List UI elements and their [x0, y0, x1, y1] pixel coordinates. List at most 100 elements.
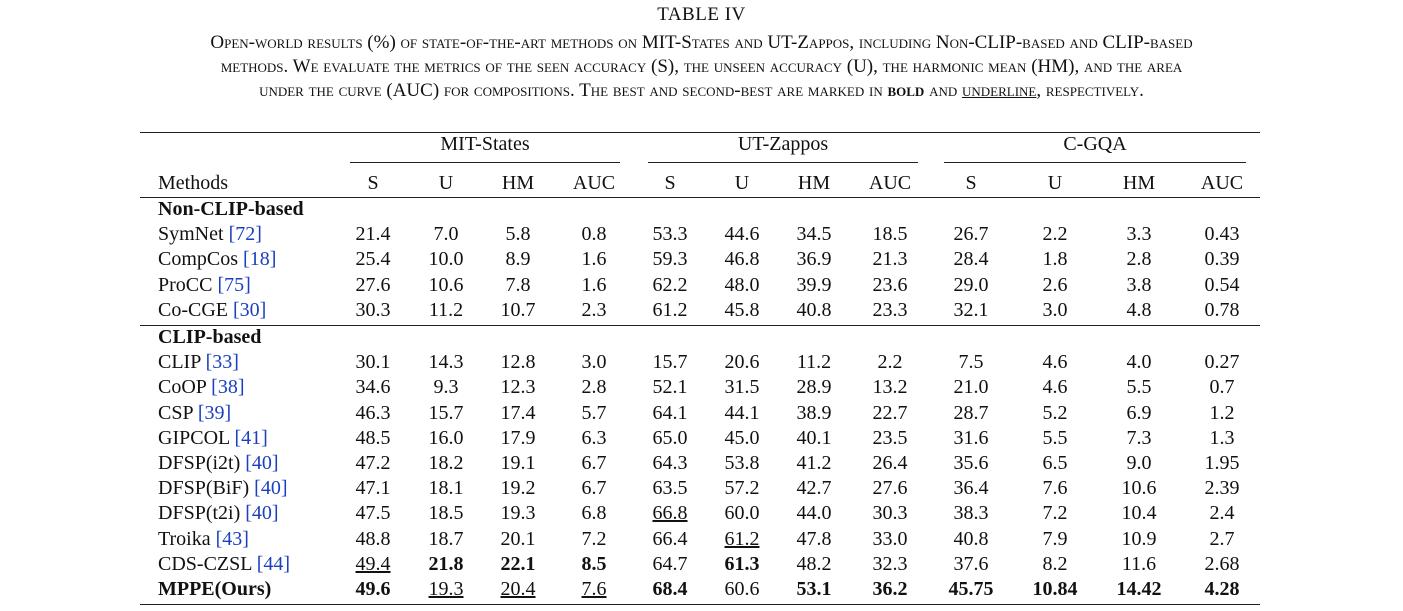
table-cell: 6.8 [581, 502, 607, 525]
citation-link[interactable]: [75] [217, 273, 251, 296]
caption-underline-word: underline [961, 80, 1037, 101]
citation-link[interactable]: [72] [228, 223, 262, 246]
table-label: TABLE IV [657, 4, 746, 25]
citation-link[interactable]: [30] [233, 298, 267, 321]
table-cell: 12.8 [500, 351, 536, 374]
method-name: DFSP(t2i) [40] [158, 502, 279, 525]
table-cell: 4.6 [1042, 351, 1068, 374]
table-cell: 21.8 [428, 552, 464, 575]
table-cell: 2.68 [1204, 552, 1240, 575]
table-cell: 8.2 [1042, 552, 1068, 575]
table-cell: 36.2 [872, 578, 908, 600]
group-underline-0 [350, 162, 620, 163]
metric-header-5: U [734, 172, 750, 194]
table-cell: 45.0 [724, 426, 760, 449]
bottom-rule [140, 604, 1260, 606]
table-cell: 23.5 [872, 426, 908, 449]
table-cell: 52.1 [652, 376, 688, 399]
citation-link[interactable]: [40] [254, 477, 288, 500]
citation-link[interactable]: [40] [245, 452, 279, 474]
table-cell: 10.6 [1121, 477, 1157, 500]
table-cell: 18.7 [428, 527, 464, 550]
table-cell: 28.9 [796, 376, 832, 399]
method-name: CDS-CZSL [44] [158, 552, 291, 575]
table-cell: 15.7 [428, 401, 464, 424]
table-cell: 0.27 [1204, 351, 1240, 374]
metric-header-7: AUC [868, 172, 912, 194]
table-cell: 48.8 [355, 527, 391, 550]
table-cell: 2.8 [1126, 248, 1152, 271]
table-cell: 48.0 [724, 273, 760, 296]
citation-link[interactable]: [39] [197, 401, 232, 424]
table-cell: 7.2 [1042, 502, 1068, 525]
table-cell: 11.6 [1121, 552, 1157, 575]
table-cell: 61.3 [724, 552, 760, 575]
table-cell: 10.84 [1032, 578, 1078, 600]
table-cell: 0.7 [1209, 376, 1235, 399]
method-name: CLIP [33] [158, 351, 239, 374]
table-cell: 30.1 [355, 351, 391, 374]
citation-link[interactable]: [18] [243, 248, 277, 271]
table-cell: 17.9 [500, 426, 536, 449]
table-cell: 20.6 [724, 351, 760, 374]
table-cell: 41.2 [796, 452, 832, 474]
table-cell: 26.4 [872, 452, 908, 474]
table-cell: 40.1 [796, 426, 832, 449]
table-cell: 1.95 [1204, 452, 1240, 474]
table-cell: 8.9 [505, 248, 531, 271]
method-name: DFSP(i2t) [40] [158, 452, 279, 474]
caption-bold-word: bold [887, 80, 925, 101]
method-name: ProCC [75] [158, 273, 251, 296]
table-cell: 11.2 [428, 298, 464, 321]
group-header-2: C-GQA [1063, 133, 1127, 155]
table-cell: 27.6 [355, 273, 391, 296]
citation-link[interactable]: [33] [205, 351, 239, 374]
table-cell: 61.2 [724, 527, 760, 550]
table-cell: 18.5 [428, 502, 464, 525]
citation-link[interactable]: [40] [245, 502, 279, 525]
table-cell: 19.1 [500, 452, 536, 474]
table-cell: 7.9 [1042, 527, 1068, 550]
table-cell: 0.39 [1204, 248, 1240, 271]
table-cell: 0.78 [1204, 298, 1240, 321]
table-cell: 0.54 [1204, 273, 1240, 296]
table-cell: 35.6 [953, 452, 989, 474]
table-cell: 28.4 [953, 248, 989, 271]
table-cell: 33.0 [872, 527, 908, 550]
citation-link[interactable]: [41] [234, 426, 268, 449]
table-cell: 2.2 [1042, 223, 1068, 246]
table-cell: 17.4 [500, 401, 536, 424]
table-cell: 2.39 [1204, 477, 1240, 500]
table-cell: 47.2 [355, 452, 391, 474]
citation-link[interactable]: [38] [211, 376, 245, 399]
table-cell: 21.3 [872, 248, 908, 271]
table-cell: 44.0 [796, 502, 832, 525]
table-cell: 14.3 [428, 351, 464, 374]
metric-header-4: S [664, 172, 676, 194]
table-cell: 18.2 [428, 452, 464, 474]
citation-link[interactable]: [43] [215, 527, 249, 550]
citation-link[interactable]: [44] [256, 552, 291, 575]
table-cell: 5.5 [1042, 426, 1068, 449]
table-cell: 38.9 [796, 401, 832, 424]
table-cell: 32.1 [953, 298, 989, 321]
caption-line-2: methods. We evaluate the metrics of the … [220, 56, 1183, 77]
table-cell: 10.4 [1121, 502, 1157, 525]
table-cell: 6.9 [1126, 401, 1152, 424]
table-cell: 23.3 [872, 298, 908, 321]
table-cell: 19.2 [500, 477, 536, 500]
table-cell: 16.0 [428, 426, 464, 449]
table-cell: 64.3 [652, 452, 688, 474]
table-cell: 7.2 [581, 527, 607, 550]
table-cell: 6.5 [1042, 452, 1068, 474]
table-cell: 3.3 [1126, 223, 1152, 246]
table-cell: 6.7 [581, 477, 607, 500]
table-cell: 46.8 [724, 248, 760, 271]
table-cell: 11.2 [796, 351, 832, 374]
table-cell: 62.2 [652, 273, 688, 296]
table-cell: 8.5 [581, 552, 607, 575]
table-cell: 7.0 [433, 223, 459, 246]
table-cell: 30.3 [355, 298, 391, 321]
table-cell: 1.8 [1042, 248, 1068, 271]
table-cell: 42.7 [796, 477, 832, 500]
